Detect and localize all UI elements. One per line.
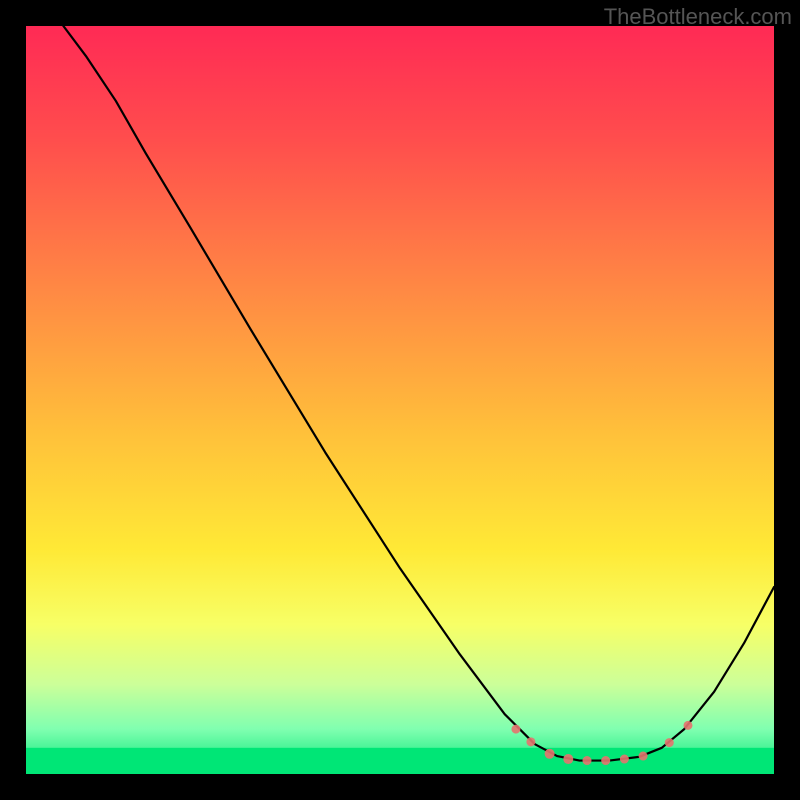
curve-marker xyxy=(639,752,648,761)
curve-marker xyxy=(511,725,520,734)
curve-marker xyxy=(665,738,674,747)
curve-marker xyxy=(526,737,535,746)
curve-marker xyxy=(545,749,555,759)
chart-container: TheBottleneck.com xyxy=(0,0,800,800)
curve-marker xyxy=(683,721,692,730)
bottom-green-band xyxy=(26,748,774,774)
bottleneck-curve-chart xyxy=(0,0,800,800)
curve-marker xyxy=(563,754,573,764)
curve-marker xyxy=(583,756,592,765)
curve-marker xyxy=(601,756,610,765)
curve-marker xyxy=(620,755,629,764)
watermark-label: TheBottleneck.com xyxy=(604,4,792,30)
